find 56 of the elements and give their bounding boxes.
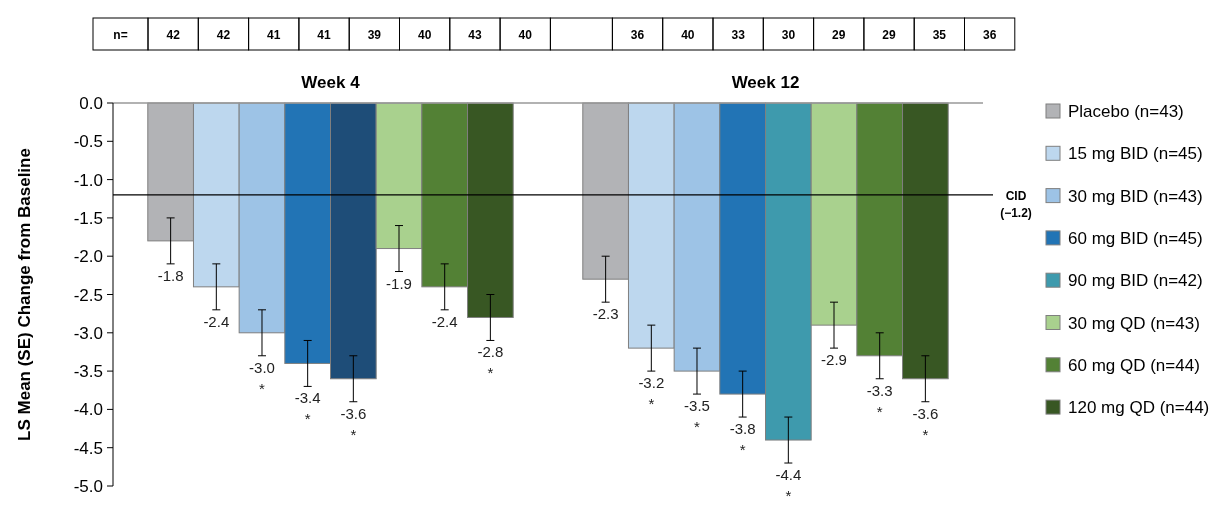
text: 36 <box>630 28 645 42</box>
legend-label: 90 mg BID (n=42) <box>1068 271 1203 291</box>
data-label: -4.4 * <box>775 466 802 505</box>
x-tick-label: Week 12 <box>731 73 800 92</box>
legend-label: 15 mg BID (n=45) <box>1068 144 1203 164</box>
data-label: -3.3 * <box>866 381 893 420</box>
legend-label: 30 mg QD (n=43) <box>1068 313 1200 333</box>
y-tick-label: -5.0 <box>73 477 103 496</box>
data-label: -2.8 * <box>477 343 504 382</box>
data-label: -3.4 * <box>294 389 321 428</box>
text: 40 <box>518 28 533 42</box>
text: 43 <box>468 28 482 42</box>
data-label: -1.9 <box>386 274 412 292</box>
text: 39 <box>367 28 382 42</box>
y-tick-label: 0.0 <box>79 94 103 113</box>
text: 40 <box>681 28 695 42</box>
y-tick-label: -1.0 <box>73 170 103 190</box>
ref-line-label: CID (−1.2) <box>1000 188 1032 220</box>
data-label: -3.0 * <box>249 358 275 397</box>
y-tick-label: -4.5 <box>73 438 103 458</box>
data-label: -2.4 <box>203 312 230 330</box>
text: 30 <box>781 28 796 42</box>
legend-label: 120 mg QD (n=44) <box>1068 398 1210 418</box>
data-label: -2.3 <box>592 305 619 323</box>
legend-label: 30 mg BID (n=43) <box>1068 186 1203 206</box>
text: n= <box>113 28 128 42</box>
data-label: -2.9 <box>821 351 847 369</box>
y-tick-label: -2.0 <box>73 247 103 267</box>
text: 42 <box>216 28 231 42</box>
text: 40 <box>417 28 432 42</box>
text: 35 <box>932 28 947 42</box>
text: 29 <box>832 28 846 42</box>
y-tick-label: -0.5 <box>73 132 103 152</box>
text: 29 <box>882 28 897 42</box>
y-tick-label: -3.5 <box>73 362 103 382</box>
data-label: -3.8 * <box>729 420 756 459</box>
text: 41 <box>267 28 281 42</box>
y-tick-label: -2.5 <box>73 285 103 305</box>
legend-label: 60 mg BID (n=45) <box>1068 228 1203 248</box>
data-label: -1.8 <box>157 266 184 284</box>
y-tick-label: -4.0 <box>73 400 103 420</box>
data-label: -3.2 * <box>638 374 665 413</box>
x-tick-label: Week 4 <box>301 73 361 92</box>
text: 36 <box>982 28 997 42</box>
text: 33 <box>731 28 746 42</box>
y-tick-label: -3.0 <box>73 323 103 343</box>
legend-label: Placebo (n=43) <box>1068 102 1184 121</box>
y-axis-title: LS Mean (SE) Change from Baseline <box>15 148 34 441</box>
text: 41 <box>317 28 332 42</box>
legend-label: 60 mg QD (n=44) <box>1068 355 1200 375</box>
data-label: -2.4 <box>431 312 458 330</box>
data-label: -3.6 * <box>340 404 367 443</box>
text: 42 <box>166 28 181 42</box>
data-label: -3.6 * <box>912 404 939 443</box>
data-label: -3.5 * <box>684 397 710 436</box>
y-tick-label: -1.5 <box>73 208 103 228</box>
